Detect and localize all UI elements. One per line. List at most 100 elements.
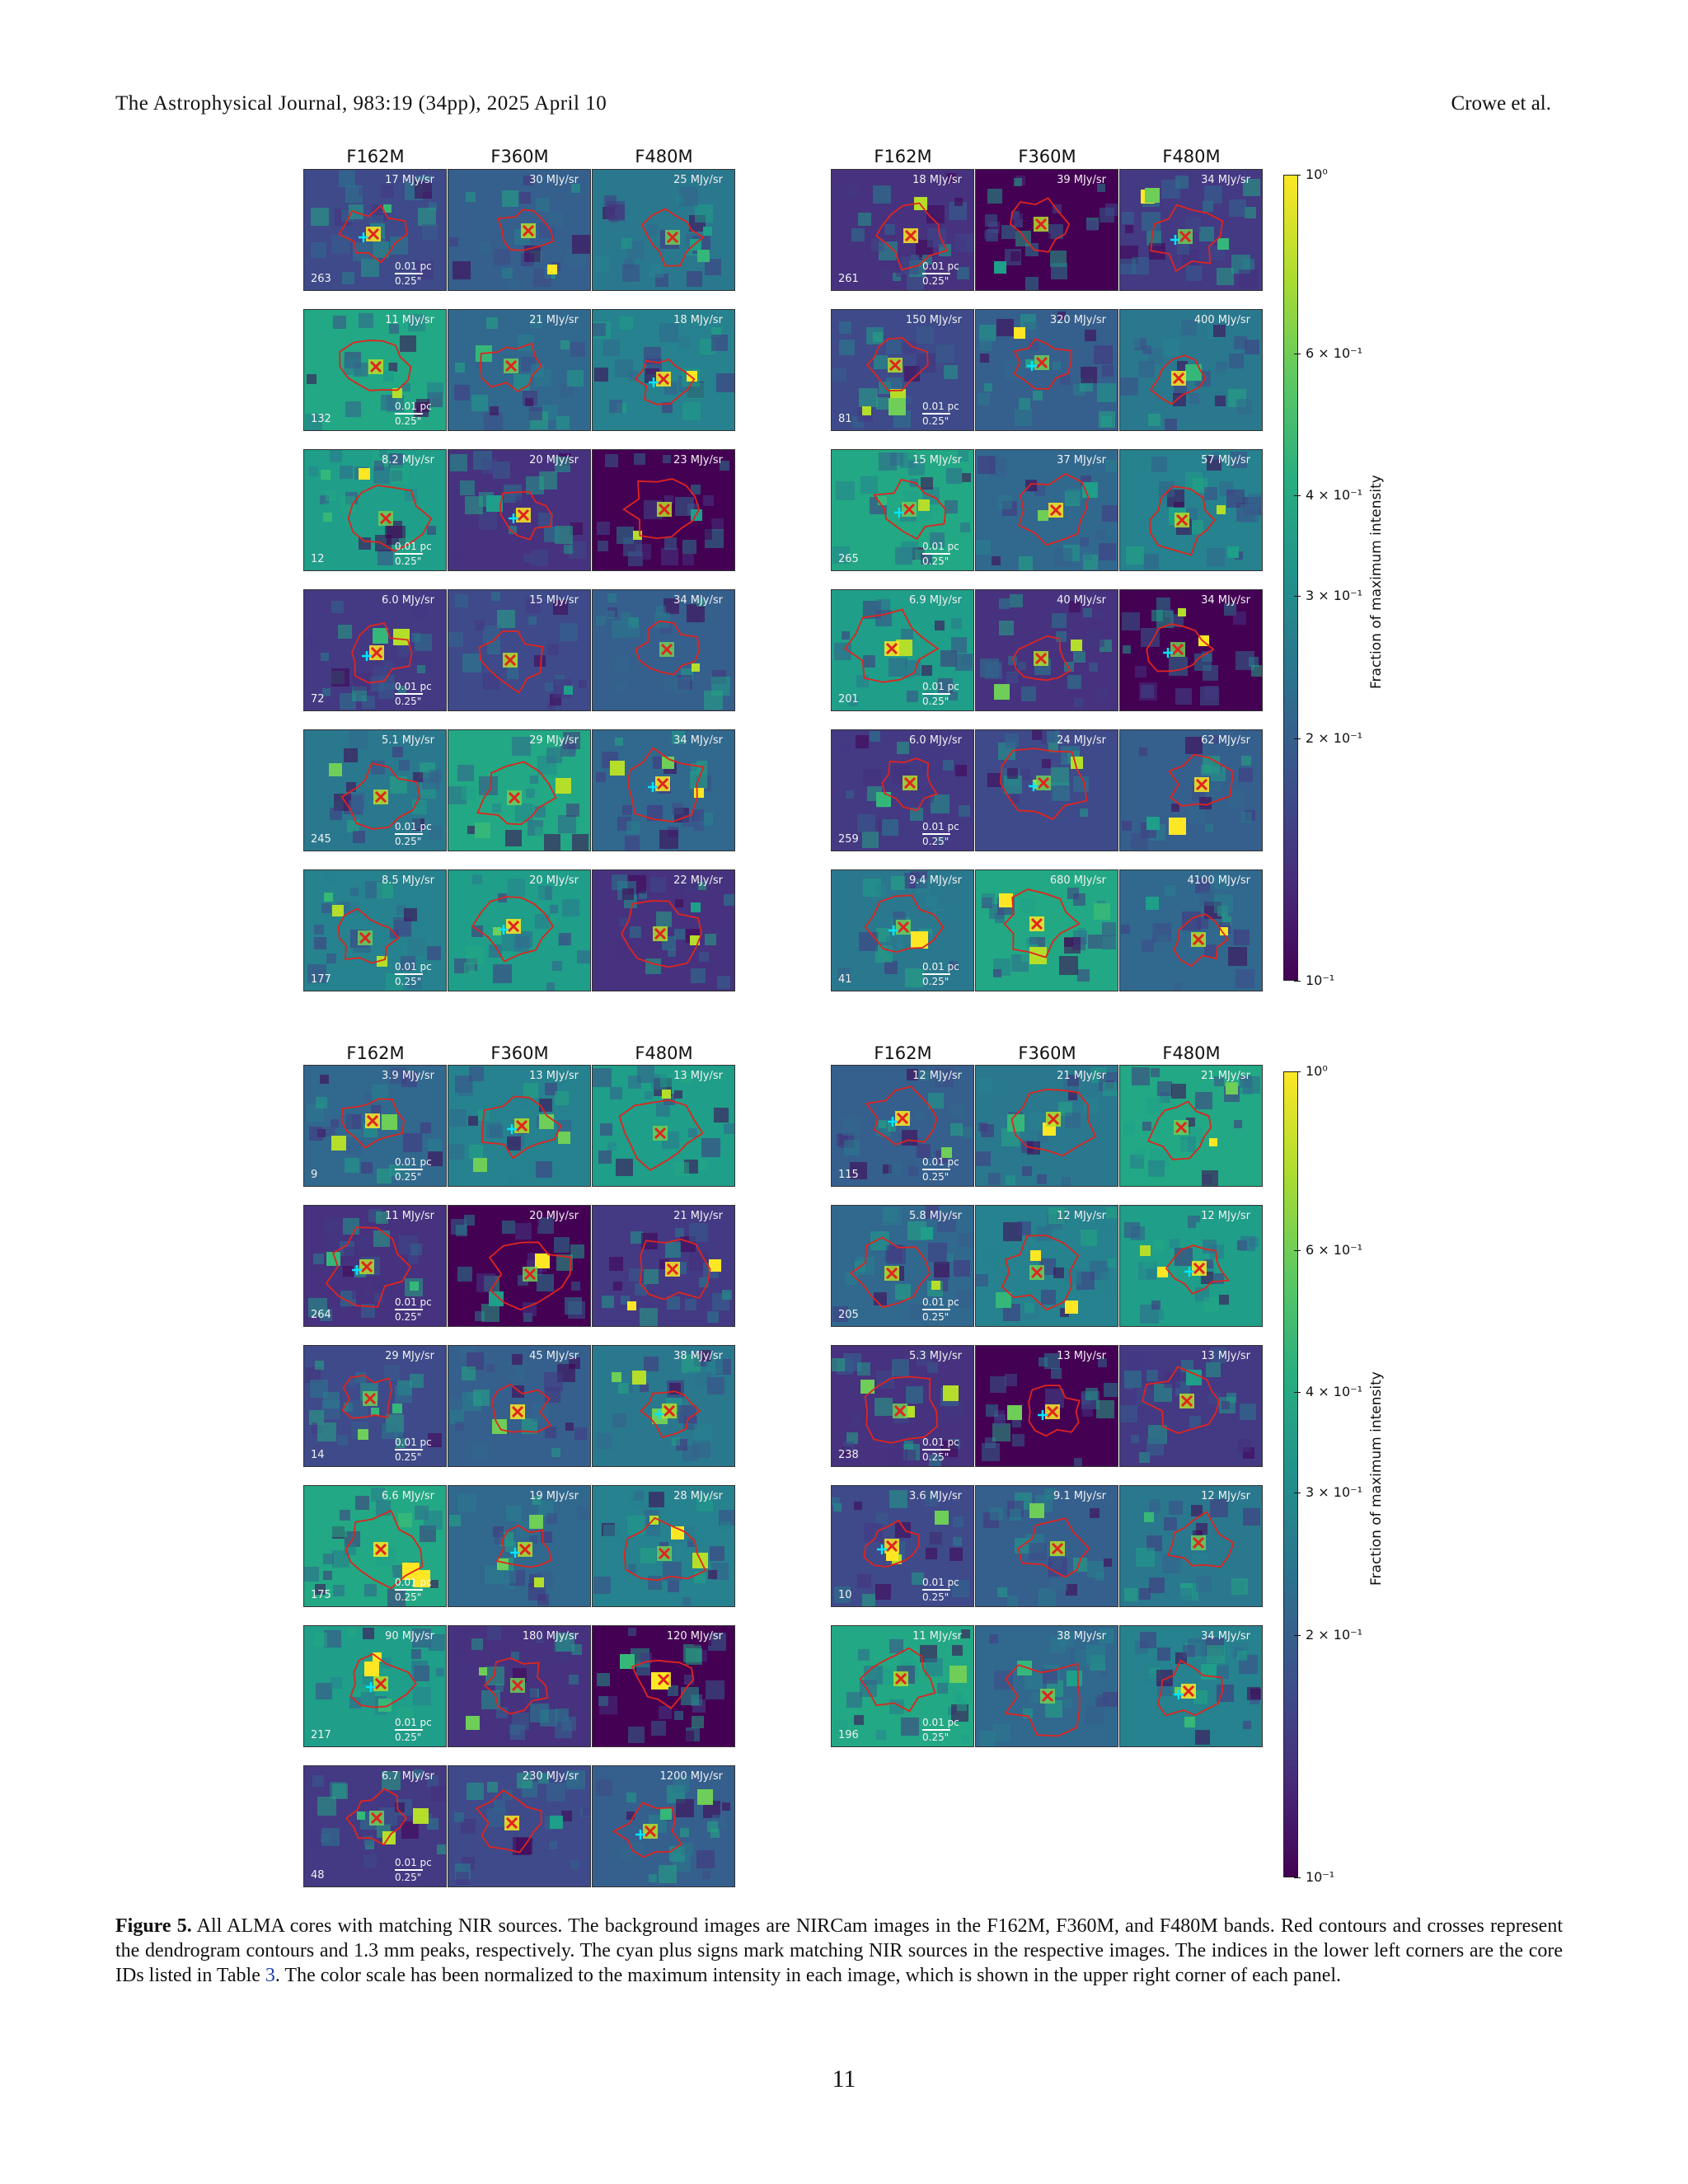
scale-bar: 0.01 pc 0.25" (922, 1156, 959, 1183)
scale-bar-arcsec: 0.25" (395, 415, 422, 427)
dendrogram-contour (640, 1390, 701, 1439)
core-id-label: 72 (311, 693, 325, 705)
dendrogram-contour (859, 1647, 936, 1713)
dendrogram-contour (349, 1652, 417, 1708)
core-14-f360m-panel: 45 MJy/sr (448, 1345, 591, 1467)
nir-source-plus (1184, 1267, 1194, 1277)
peak-intensity-label: 8.5 MJy/sr (381, 874, 434, 887)
peak-intensity-label: 150 MJy/sr (905, 314, 962, 326)
mm-peak-cross (1046, 1405, 1059, 1418)
scale-bar-line (395, 833, 423, 835)
nircam-image (976, 170, 1118, 290)
core-id-label: 14 (311, 1449, 325, 1461)
scale-bar: 0.01 pc 0.25" (395, 1717, 432, 1743)
band-label-f360m: F360M (1018, 147, 1076, 166)
mm-peak-cross (1171, 643, 1184, 656)
scale-bar-pc: 0.01 pc (395, 541, 432, 552)
nircam-image (832, 870, 973, 991)
mm-peak-cross (515, 1119, 528, 1132)
scale-bar-arcsec: 0.25" (395, 976, 422, 987)
peak-intensity-label: 13 MJy/sr (529, 1070, 579, 1082)
caption-label: Figure 5. (115, 1915, 192, 1937)
mm-peak-cross (658, 1547, 671, 1560)
dendrogram-contour (495, 1524, 552, 1568)
nircam-image (1120, 1206, 1262, 1326)
peak-intensity-label: 18 MJy/sr (912, 174, 962, 186)
core-9-f162m-panel: 3.9 MJy/sr 9 0.01 pc 0.25" (303, 1065, 447, 1187)
core-id-label: 115 (838, 1169, 859, 1181)
nir-source-plus (889, 926, 898, 935)
mm-peak-cross (369, 360, 382, 373)
table-3-link[interactable]: 3 (265, 1965, 275, 1986)
band-label-f360m: F360M (490, 1043, 549, 1063)
core-9-f360m-panel: 13 MJy/sr (448, 1065, 591, 1187)
scale-bar-line (922, 1589, 950, 1591)
band-label-f480m: F480M (635, 1043, 693, 1063)
peak-intensity-label: 29 MJy/sr (385, 1350, 434, 1362)
dendrogram-contour (339, 340, 412, 391)
core-115-f360m-panel: 21 MJy/sr (975, 1065, 1118, 1187)
nir-source-plus (1038, 1410, 1048, 1420)
nircam-image (976, 1486, 1118, 1606)
colorbar-tick-label: 2 × 10⁻¹ (1294, 729, 1362, 746)
nircam-image (832, 1206, 973, 1326)
dendrogram-contour (635, 620, 701, 676)
peak-intensity-label: 22 MJy/sr (673, 874, 723, 887)
scale-bar: 0.01 pc 0.25" (922, 1717, 959, 1743)
band-label-f480m: F480M (1162, 1043, 1221, 1063)
core-196-f360m-panel: 38 MJy/sr (975, 1625, 1118, 1747)
mm-peak-cross (505, 1816, 518, 1830)
scale-bar-pc: 0.01 pc (395, 1857, 432, 1868)
core-261-f480m-panel: 34 MJy/sr (1119, 169, 1263, 291)
core-245-f162m-panel: 5.1 MJy/sr 245 0.01 pc 0.25" (303, 729, 447, 851)
nir-source-plus (649, 377, 659, 387)
nir-source-plus (509, 513, 518, 523)
core-175-f360m-panel: 19 MJy/sr (448, 1485, 591, 1607)
nir-source-plus (635, 1830, 645, 1840)
nircam-image (593, 450, 734, 570)
scale-bar-pc: 0.01 pc (922, 541, 959, 552)
scale-bar-pc: 0.01 pc (395, 681, 432, 692)
scale-bar-pc: 0.01 pc (395, 961, 432, 972)
dendrogram-contour (1013, 337, 1072, 390)
scale-bar-arcsec: 0.25" (395, 696, 422, 707)
dendrogram-contour (481, 1095, 562, 1160)
scale-bar-pc: 0.01 pc (922, 1717, 959, 1728)
scale-bar-arcsec: 0.25" (922, 836, 950, 847)
dendrogram-contour (639, 1238, 711, 1301)
scale-bar-arcsec: 0.25" (922, 1732, 950, 1743)
band-label-f360m: F360M (1018, 1043, 1076, 1063)
mm-peak-cross (666, 1263, 679, 1276)
nircam-image (593, 1346, 734, 1466)
core-48-f162m-panel: 6.7 MJy/sr 48 0.01 pc 0.25" (303, 1765, 447, 1887)
nircam-image (1120, 1066, 1262, 1186)
colorbar-2 (1283, 1071, 1298, 1877)
nircam-image (1120, 730, 1262, 851)
scale-bar-arcsec: 0.25" (395, 1171, 422, 1183)
dendrogram-contour (1146, 1100, 1212, 1160)
mm-peak-cross (507, 920, 520, 933)
core-265-f480m-panel: 57 MJy/sr (1119, 449, 1263, 571)
nircam-image (593, 870, 734, 991)
core-205-f480m-panel: 12 MJy/sr (1119, 1205, 1263, 1327)
nircam-image (1120, 1486, 1262, 1606)
peak-intensity-label: 13 MJy/sr (1057, 1350, 1106, 1362)
scale-bar-line (922, 1449, 950, 1451)
peak-intensity-label: 25 MJy/sr (673, 174, 723, 186)
scale-bar-line (922, 1169, 950, 1170)
mm-peak-cross (1180, 1394, 1193, 1408)
colorbar-tick-label: 6 × 10⁻¹ (1294, 1241, 1362, 1258)
nircam-image (304, 1486, 446, 1606)
peak-intensity-label: 17 MJy/sr (385, 174, 434, 186)
peak-intensity-label: 15 MJy/sr (529, 594, 579, 607)
core-41-f360m-panel: 680 MJy/sr (975, 869, 1118, 991)
mm-peak-cross (359, 931, 372, 944)
peak-intensity-label: 57 MJy/sr (1201, 454, 1250, 466)
core-259-f162m-panel: 6.0 MJy/sr 259 0.01 pc 0.25" (831, 729, 974, 851)
nircam-image (448, 730, 590, 851)
peak-intensity-label: 6.9 MJy/sr (908, 594, 962, 607)
core-238-f480m-panel: 13 MJy/sr (1119, 1345, 1263, 1467)
nircam-image (593, 590, 734, 710)
core-201-f360m-panel: 40 MJy/sr (975, 589, 1118, 711)
mm-peak-cross (885, 1267, 898, 1280)
